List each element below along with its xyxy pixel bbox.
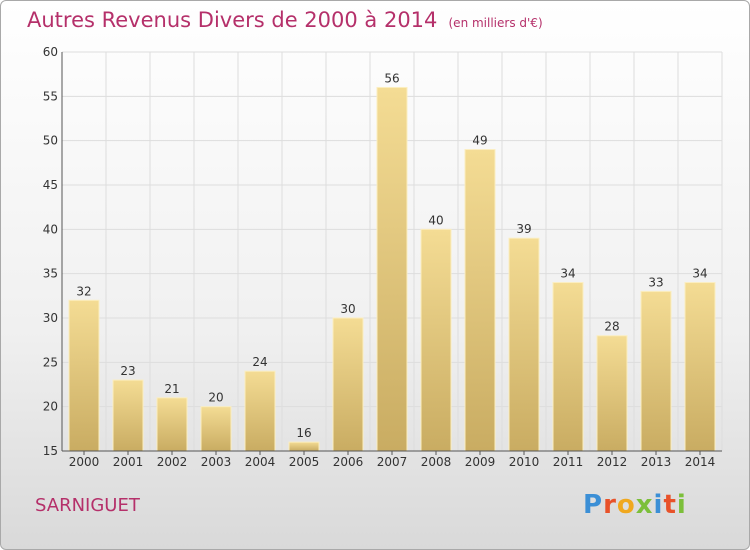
bar	[244, 370, 276, 452]
bar-value-label: 33	[648, 275, 663, 289]
bar	[684, 282, 716, 452]
x-tick-label: 2011	[553, 455, 584, 469]
logo-letter: r	[603, 490, 617, 520]
bar	[464, 149, 496, 452]
commune-name: SARNIGUET	[35, 495, 140, 516]
chart-title-main: Autres Revenus Divers de 2000 à 2014	[27, 8, 438, 32]
y-tick-label: 55	[43, 89, 58, 103]
y-tick-label: 60	[43, 45, 58, 59]
bar	[332, 317, 364, 452]
bar	[420, 228, 452, 452]
bar	[288, 441, 320, 452]
y-tick-label: 25	[43, 355, 58, 369]
x-tick-label: 2013	[641, 455, 672, 469]
bars	[68, 86, 716, 452]
bar-value-label: 39	[516, 222, 531, 236]
bar-value-label: 49	[472, 134, 487, 148]
bar-value-label: 21	[164, 382, 179, 396]
x-tick-label: 2007	[377, 455, 408, 469]
bar-value-label: 24	[252, 355, 267, 369]
y-tick-label: 30	[43, 311, 58, 325]
logo-letter: o	[616, 490, 636, 520]
x-tick-label: 2010	[509, 455, 540, 469]
bar	[552, 282, 584, 452]
logo-letter: i	[653, 490, 664, 520]
y-tick-label: 35	[43, 267, 58, 281]
logo-letter: i	[676, 490, 687, 520]
x-tick-label: 2000	[69, 455, 100, 469]
bar	[156, 397, 188, 452]
bar-value-label: 32	[76, 284, 91, 298]
bar	[112, 379, 144, 452]
logo-letter: t	[663, 490, 677, 520]
x-tick-label: 2005	[289, 455, 320, 469]
y-tick-label: 45	[43, 178, 58, 192]
bar-value-label: 40	[428, 213, 443, 227]
x-tick-label: 2012	[597, 455, 628, 469]
bar-value-label: 16	[296, 426, 311, 440]
axes: 15 20 25 30 35 40 45 50 55 60 32 2000 23 2001 21 2002 20…	[43, 45, 722, 469]
x-tick-label: 2014	[685, 455, 716, 469]
proxiti-logo: Proxiti	[583, 490, 687, 520]
x-tick-label: 2001	[113, 455, 144, 469]
bar	[640, 290, 672, 452]
x-tick-label: 2008	[421, 455, 452, 469]
x-tick-label: 2009	[465, 455, 496, 469]
bar-value-label: 56	[384, 71, 399, 85]
bar	[376, 86, 408, 452]
bar-value-label: 34	[692, 267, 707, 281]
chart-title-unit: (en milliers d'€)	[448, 16, 543, 30]
bar	[68, 299, 100, 452]
logo-letter: P	[583, 490, 604, 520]
y-tick-label: 50	[43, 134, 58, 148]
y-tick-label: 15	[43, 444, 58, 458]
bar-value-label: 23	[120, 364, 135, 378]
bar-value-label: 28	[604, 320, 619, 334]
bar	[596, 335, 628, 452]
bar-value-label: 20	[208, 391, 223, 405]
bar-value-label: 30	[340, 302, 355, 316]
y-tick-label: 40	[43, 222, 58, 236]
y-tick-label: 20	[43, 400, 58, 414]
x-tick-label: 2004	[245, 455, 276, 469]
x-tick-label: 2003	[201, 455, 232, 469]
bar-value-label: 34	[560, 267, 575, 281]
x-tick-label: 2006	[333, 455, 364, 469]
chart-title: Autres Revenus Divers de 2000 à 2014 (en…	[27, 8, 543, 32]
bar	[200, 406, 232, 452]
logo-letter: x	[635, 490, 654, 520]
bar	[508, 237, 540, 452]
x-tick-label: 2002	[157, 455, 188, 469]
